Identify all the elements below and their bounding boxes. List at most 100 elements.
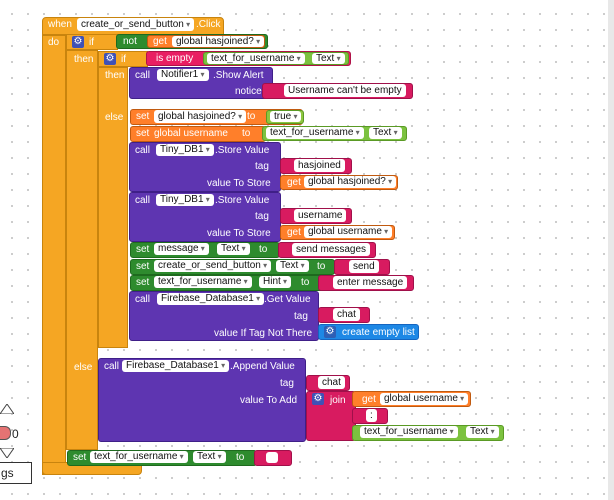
tag-label: tag: [255, 161, 269, 172]
get-label: get: [362, 394, 376, 405]
property-dropdown[interactable]: Text: [217, 243, 250, 255]
event-name-label: .Click: [196, 19, 221, 30]
else-label: else: [74, 362, 93, 373]
var-dropdown[interactable]: global username: [154, 128, 228, 139]
var-dropdown[interactable]: global username: [380, 393, 469, 405]
property-dropdown[interactable]: Text: [466, 426, 499, 438]
create-empty-list-block[interactable]: [318, 324, 419, 340]
var-dropdown[interactable]: global hasjoined?: [304, 176, 397, 188]
to-label: to: [247, 111, 256, 122]
tag-label: tag: [255, 211, 269, 222]
mutator-gear-icon[interactable]: ⚙: [324, 326, 336, 338]
join-label: join: [330, 395, 346, 406]
when-label: when: [48, 19, 72, 30]
do-label: do: [48, 37, 60, 48]
property-dropdown[interactable]: Hint: [259, 276, 292, 288]
component-dropdown[interactable]: message: [154, 243, 209, 255]
component-dropdown[interactable]: text_for_username: [266, 127, 364, 139]
tinydb-dropdown[interactable]: Tiny_DB1: [156, 194, 214, 206]
to-label: to: [236, 452, 245, 463]
workspace-scrollbar[interactable]: [608, 0, 614, 500]
string-value[interactable]: hasjoined: [294, 159, 345, 172]
string-value[interactable]: chat: [333, 308, 360, 321]
property-dropdown[interactable]: Text: [276, 260, 309, 272]
call-label: call: [135, 195, 151, 206]
then-label-2: then: [105, 70, 125, 81]
to-label: to: [301, 277, 310, 288]
firebase-dropdown[interactable]: Firebase_Database1: [157, 293, 265, 305]
tag-label: tag: [280, 378, 294, 389]
value-to-store-label: value To Store: [207, 228, 271, 239]
to-label: to: [242, 128, 251, 139]
trash-can-icon[interactable]: [0, 403, 15, 415]
then-label: then: [74, 54, 94, 65]
if-block-inner-body: [98, 67, 128, 348]
var-dropdown[interactable]: global hasjoined?: [154, 110, 247, 123]
set-label: set: [136, 128, 150, 139]
warning-indicator-icon[interactable]: [0, 426, 11, 440]
event-block-body: [42, 35, 66, 475]
is-empty-label: is empty: [156, 53, 194, 64]
if-block-outer-body: [66, 50, 98, 450]
set-label: set: [136, 261, 150, 272]
var-dropdown[interactable]: global username: [304, 226, 393, 238]
notifier-dropdown[interactable]: Notifier1: [157, 69, 209, 81]
property-dropdown[interactable]: Text: [312, 53, 345, 64]
notice-label: notice: [235, 86, 262, 97]
method-label: .Store Value: [215, 195, 270, 206]
value-if-tag-not-there-label: value If Tag Not There: [214, 328, 313, 339]
method-label: .Append Value: [230, 361, 295, 372]
call-label: call: [135, 70, 151, 81]
call-label: call: [135, 294, 151, 305]
if-label-2: if: [121, 54, 126, 65]
show-warnings-toggle[interactable]: gs: [0, 462, 32, 484]
if-label: if: [89, 37, 94, 48]
string-value[interactable]: chat: [318, 376, 345, 389]
string-value[interactable]: enter message: [333, 276, 408, 289]
get-label: get: [153, 36, 167, 47]
firebase-dropdown[interactable]: Firebase_Database1: [122, 360, 230, 372]
to-label: to: [317, 261, 326, 272]
warning-count: 0: [12, 427, 19, 441]
set-label: set: [136, 277, 150, 288]
call-label: call: [135, 145, 151, 156]
mutator-gear-icon[interactable]: ⚙: [72, 36, 84, 48]
separator-string[interactable]: :: [366, 409, 377, 422]
else-label-2: else: [105, 112, 124, 123]
method-label: .Show Alert: [213, 70, 264, 81]
string-value[interactable]: send: [349, 260, 379, 273]
empty-string-value[interactable]: [266, 452, 278, 463]
string-value[interactable]: Username can't be empty: [284, 84, 406, 97]
property-dropdown[interactable]: Text: [369, 127, 402, 139]
not-label: not: [123, 36, 137, 47]
tinydb-dropdown[interactable]: Tiny_DB1: [156, 144, 214, 156]
component-dropdown[interactable]: text_for_username: [360, 426, 458, 438]
component-dropdown[interactable]: text_for_username: [90, 451, 188, 463]
event-component-dropdown[interactable]: create_or_send_button: [77, 18, 195, 31]
value-to-store-label: value To Store: [207, 178, 271, 189]
set-label: set: [136, 111, 150, 122]
create-empty-list-label: create empty list: [342, 327, 415, 338]
component-dropdown[interactable]: text_for_username: [154, 276, 252, 288]
component-dropdown[interactable]: create_or_send_button: [154, 260, 272, 272]
set-label: set: [73, 452, 87, 463]
firebase-append-value-block[interactable]: [98, 358, 306, 442]
string-value[interactable]: username: [294, 209, 347, 222]
value-to-add-label: value To Add: [240, 395, 298, 406]
property-dropdown[interactable]: Text: [193, 451, 226, 463]
tag-label: tag: [294, 311, 308, 322]
mutator-gear-icon[interactable]: ⚙: [104, 53, 116, 65]
set-label: set: [136, 244, 150, 255]
string-value[interactable]: send messages: [292, 243, 371, 256]
to-label: to: [259, 244, 268, 255]
get-label: get: [287, 177, 301, 188]
boolean-dropdown[interactable]: true: [270, 111, 302, 122]
method-label: .Get Value: [264, 294, 311, 305]
mutator-gear-icon[interactable]: ⚙: [312, 393, 324, 405]
var-dropdown[interactable]: global hasjoined?: [172, 36, 265, 47]
get-label: get: [287, 227, 301, 238]
call-label: call: [104, 361, 120, 372]
component-dropdown[interactable]: text_for_username: [207, 53, 305, 64]
show-warnings-label: gs: [1, 466, 14, 480]
chevron-down-icon[interactable]: [0, 447, 15, 459]
